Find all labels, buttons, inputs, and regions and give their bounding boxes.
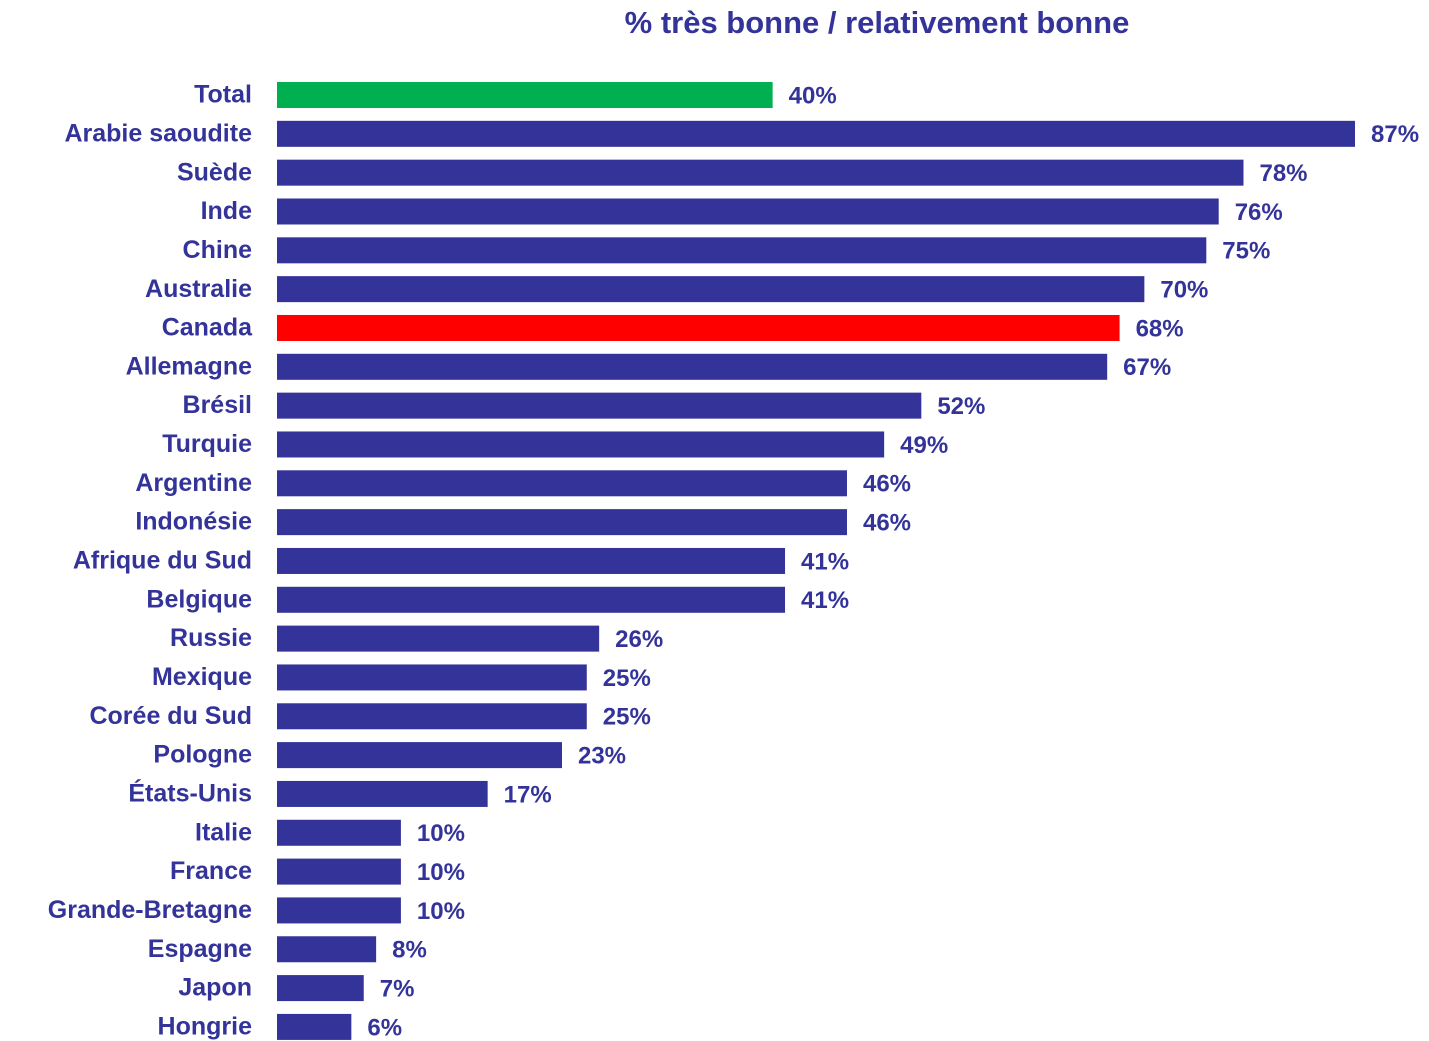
data-label: 41% [801, 548, 849, 575]
bar [277, 392, 922, 419]
bar [277, 159, 1244, 186]
data-label: 7% [380, 975, 415, 1002]
y-tick-label: Hongrie [158, 1013, 253, 1041]
y-tick-label: Inde [201, 197, 252, 225]
data-label: 25% [603, 665, 651, 692]
data-label: 75% [1222, 238, 1270, 265]
data-label: 40% [789, 82, 837, 109]
y-tick-label: Espagne [148, 935, 252, 963]
y-tick-label: Chine [183, 236, 253, 264]
y-tick-label: Canada [162, 314, 253, 342]
data-label: 8% [392, 937, 427, 964]
data-label: 49% [900, 432, 948, 459]
bar [277, 897, 401, 924]
bar [277, 858, 401, 885]
data-label: 52% [937, 393, 985, 420]
y-tick-label: Turquie [162, 430, 252, 458]
data-label: 68% [1136, 315, 1184, 342]
bar [277, 742, 562, 769]
bar [277, 780, 488, 807]
y-tick-label: Mexique [152, 663, 252, 691]
data-label: 10% [417, 859, 465, 886]
y-tick-label: France [170, 857, 252, 885]
y-tick-label: Russie [170, 624, 252, 652]
bar [277, 237, 1207, 264]
bar [277, 819, 401, 846]
y-tick-label: Australie [145, 275, 252, 303]
bar [277, 664, 587, 691]
bar [277, 353, 1108, 380]
data-label: 70% [1160, 276, 1208, 303]
y-tick-label: Suède [177, 158, 252, 186]
data-label: 67% [1123, 354, 1171, 381]
data-label: 25% [603, 704, 651, 731]
chart-title: % très bonne / relativement bonne [625, 5, 1130, 40]
y-tick-label: Corée du Sud [89, 702, 252, 730]
bar [277, 120, 1355, 147]
bar [277, 547, 786, 574]
y-tick-label: Grande-Bretagne [48, 896, 252, 924]
y-tick-label: Belgique [146, 585, 252, 613]
bar [277, 586, 786, 613]
data-label: 46% [863, 509, 911, 536]
bar [277, 470, 847, 497]
bar [277, 975, 364, 1002]
bar [277, 82, 773, 108]
y-tick-label: Japon [178, 974, 252, 1002]
y-tick-label: Indonésie [135, 508, 252, 536]
y-tick-label: Pologne [153, 741, 252, 769]
data-label: 17% [504, 781, 552, 808]
bar [277, 509, 847, 536]
y-tick-label: Afrique du Sud [73, 547, 252, 575]
data-label: 46% [863, 471, 911, 498]
bar [277, 703, 587, 730]
data-label: 10% [417, 820, 465, 847]
y-tick-label: Allemagne [126, 352, 253, 380]
data-label: 6% [367, 1014, 402, 1041]
data-label: 10% [417, 898, 465, 925]
bar [277, 625, 600, 652]
y-tick-label: Total [194, 81, 252, 109]
data-label: 78% [1259, 160, 1307, 187]
data-label: 41% [801, 587, 849, 614]
bar [277, 1013, 352, 1040]
y-tick-label: États-Unis [128, 779, 252, 808]
bar [277, 198, 1219, 225]
y-tick-label: Argentine [135, 469, 252, 497]
bar [277, 314, 1120, 341]
data-label: 26% [615, 626, 663, 653]
y-tick-label: Brésil [183, 391, 252, 419]
bar [277, 276, 1145, 303]
data-label: 23% [578, 742, 626, 769]
bar [277, 936, 377, 963]
bar [277, 431, 885, 458]
y-tick-label: Italie [195, 818, 252, 846]
data-label: 87% [1371, 121, 1419, 148]
data-label: 76% [1235, 199, 1283, 226]
y-tick-label: Arabie saoudite [64, 119, 252, 147]
